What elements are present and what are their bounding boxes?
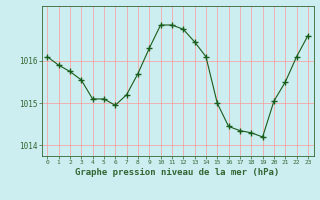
X-axis label: Graphe pression niveau de la mer (hPa): Graphe pression niveau de la mer (hPa) — [76, 168, 280, 177]
